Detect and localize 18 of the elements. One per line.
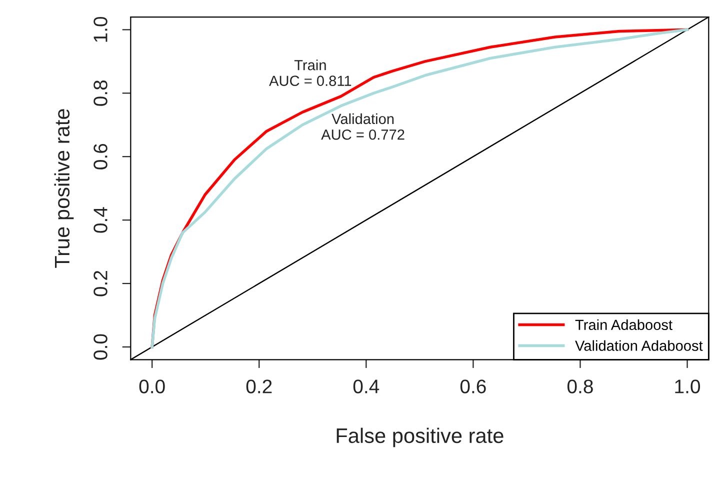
- x-tick-label: 1.0: [675, 380, 700, 394]
- x-tick-label: 0.6: [460, 380, 486, 394]
- x-axis-title: False positive rate: [336, 428, 504, 448]
- y-tick-label: 0.2: [94, 270, 108, 296]
- y-tick-label: 0.4: [94, 207, 108, 233]
- legend-label: Validation Adaboost: [575, 340, 703, 351]
- x-tick-label: 0.8: [567, 380, 593, 394]
- y-tick-label: 1.0: [94, 16, 108, 42]
- y-tick-label: 0.6: [94, 144, 108, 170]
- x-tick-label: 0.2: [246, 380, 272, 394]
- annotation: Train AUC = 0.811: [269, 60, 352, 86]
- y-tick-label: 0.8: [94, 80, 108, 106]
- x-tick-label: 0.4: [353, 380, 380, 394]
- y-tick-label: 0.0: [94, 334, 108, 360]
- y-axis-title: True positive rate: [54, 109, 74, 268]
- x-tick-label: 0.0: [139, 380, 165, 394]
- legend-label: Train Adaboost: [575, 319, 672, 330]
- annotation: Validation AUC = 0.772: [321, 113, 404, 140]
